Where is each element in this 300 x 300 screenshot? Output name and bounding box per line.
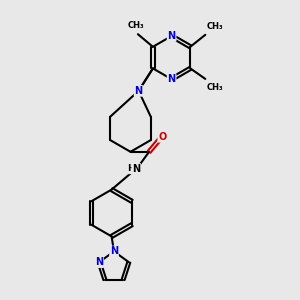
Text: N: N xyxy=(132,164,140,174)
Text: O: O xyxy=(158,132,166,142)
Text: N: N xyxy=(167,74,176,84)
Text: CH₃: CH₃ xyxy=(127,21,144,30)
Text: CH₃: CH₃ xyxy=(207,22,224,31)
Text: N: N xyxy=(167,31,176,41)
Text: N: N xyxy=(110,246,118,256)
Text: N: N xyxy=(95,257,103,267)
Text: CH₃: CH₃ xyxy=(207,82,224,91)
Text: N: N xyxy=(134,86,143,96)
Text: H: H xyxy=(127,164,135,173)
